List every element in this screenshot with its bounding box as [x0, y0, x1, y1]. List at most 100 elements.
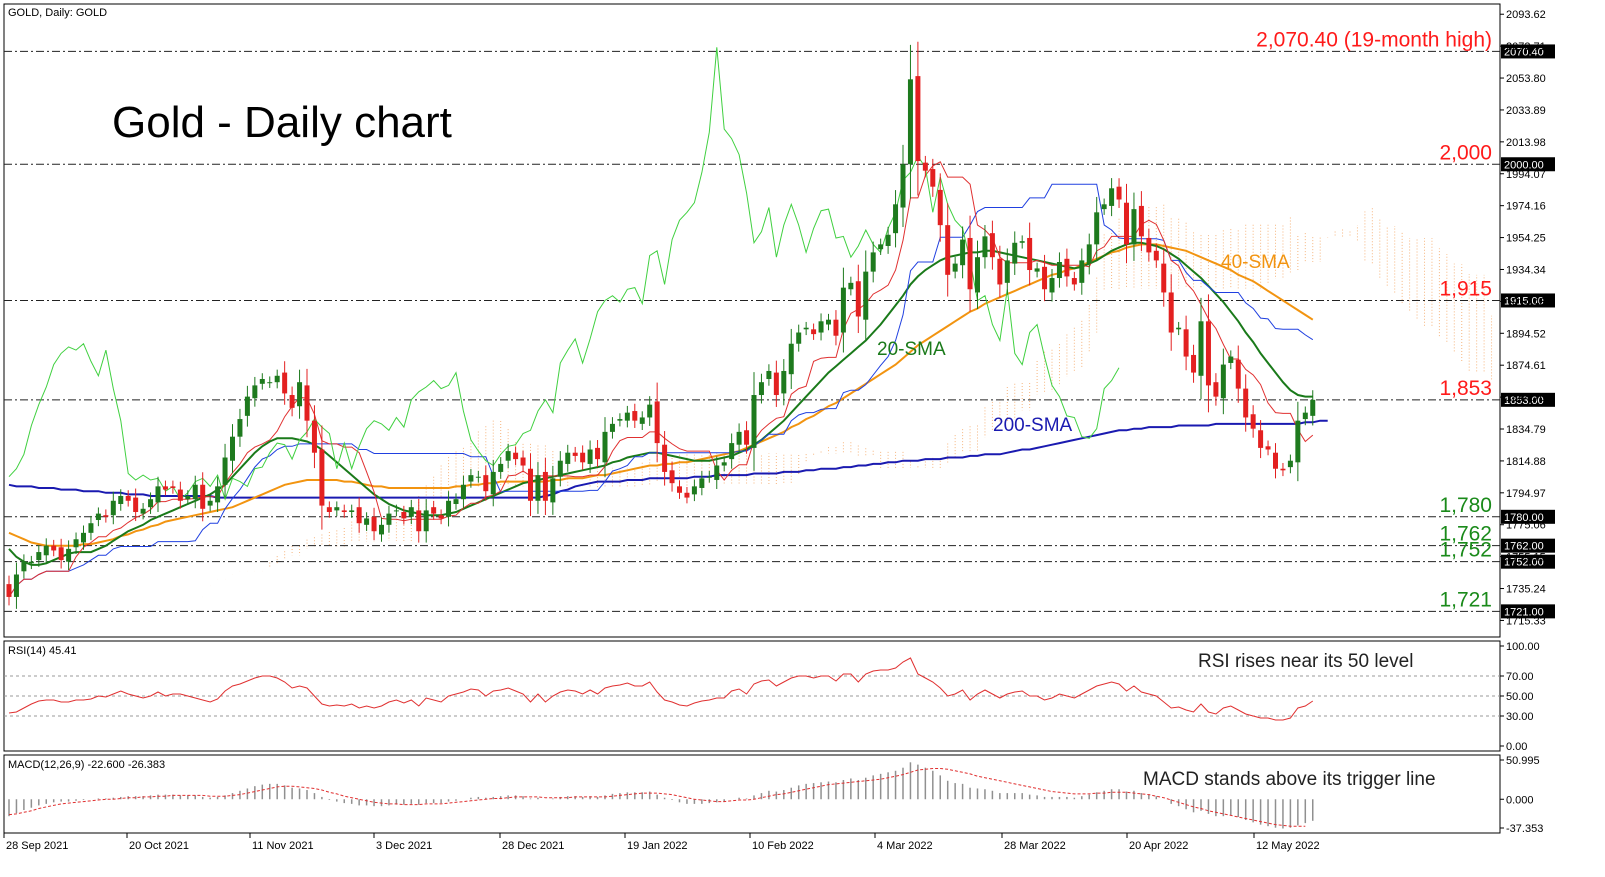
candle-body: [632, 411, 638, 421]
candle-body: [796, 332, 802, 344]
symbol-header: GOLD, Daily: GOLD: [8, 7, 107, 19]
candle-body: [36, 552, 42, 561]
candle-body: [1116, 186, 1122, 200]
candle-body: [617, 419, 623, 421]
candle-body: [274, 375, 280, 383]
candle-body: [498, 463, 504, 472]
candle-body: [349, 510, 355, 513]
candle-body: [1161, 263, 1167, 293]
level-price-tag: [1501, 44, 1555, 59]
level-price-tag-text: 2070.40: [1504, 46, 1544, 58]
candle-body: [624, 412, 630, 421]
candle-body: [51, 545, 57, 551]
candle-body: [483, 475, 489, 492]
candle-body: [751, 395, 757, 448]
candle-body: [1176, 327, 1182, 330]
candle-body: [468, 475, 474, 482]
chikou-line: [8, 47, 1120, 501]
macd-panel: 50.995 0.000 -37.353: [8, 755, 1543, 835]
candle-body: [528, 468, 533, 501]
candle-body: [833, 319, 839, 336]
candle-body: [103, 515, 109, 517]
candle-body: [118, 495, 124, 504]
candle-body: [170, 486, 176, 488]
candle-body: [304, 385, 310, 421]
candle-body: [133, 497, 139, 513]
candle-body: [1049, 278, 1055, 293]
macd-header: MACD(12,26,9) -22.600 -26.383: [8, 759, 165, 771]
level-price-tag-text: 1915.00: [1504, 295, 1544, 307]
level-price-tag-text: 1853.00: [1504, 395, 1544, 407]
candle-body: [311, 420, 317, 453]
sma40-label: 40-SMA: [1221, 252, 1290, 273]
candle-body: [364, 518, 370, 525]
candle-body: [662, 444, 668, 472]
candle-body: [855, 281, 861, 317]
candle-body: [907, 79, 913, 165]
candle-body: [88, 523, 94, 533]
candle-body: [1042, 266, 1048, 290]
candle-body: [565, 452, 571, 464]
candle-body: [1265, 446, 1271, 450]
date-tick-label: 28 Mar 2022: [1004, 840, 1066, 852]
candle-body: [1213, 382, 1219, 397]
candle-body: [706, 476, 712, 478]
candle-body: [520, 457, 526, 466]
price-tick-label: 2093.62: [1506, 9, 1546, 21]
candle-body: [609, 423, 615, 432]
date-axis: 28 Sep 2021 20 Oct 2021 11 Nov 2021 3 Dec 2…: [3, 833, 1320, 852]
price-tick-label: 1814.88: [1506, 456, 1546, 468]
level-price-tag: [1501, 538, 1555, 553]
date-tick-label: 28 Dec 2021: [502, 840, 564, 852]
macd-panel-frame: [3, 754, 1501, 834]
tenkan-line: [8, 161, 1314, 598]
candle-body: [408, 507, 414, 517]
level-label: 1,752: [1439, 539, 1492, 562]
candle-body: [267, 382, 273, 384]
candle-body: [259, 378, 265, 384]
candle-body: [1079, 260, 1085, 283]
candle-body: [982, 236, 988, 258]
candle-body: [289, 395, 295, 408]
candle-body: [297, 382, 303, 407]
price-tick-label: 1755.15: [1506, 552, 1546, 564]
candle-body: [192, 484, 198, 500]
rsi-header: RSI(14) 45.41: [8, 645, 76, 657]
candle-body: [587, 449, 593, 464]
level-price-tag: [1501, 157, 1555, 172]
level-price-tag: [1501, 554, 1555, 569]
candle-body: [1198, 321, 1204, 376]
candle-body: [572, 452, 578, 456]
candle-body: [453, 499, 459, 504]
candle-body: [319, 449, 325, 506]
date-tick-label: 12 May 2022: [1256, 840, 1320, 852]
candle-body: [162, 486, 168, 490]
support-resistance-levels: 2,070.40 (19-month high) 2070.40 2,000 2000…: [4, 28, 1555, 619]
price-tick-label: 2073.71: [1506, 41, 1546, 53]
candle-body: [148, 499, 154, 508]
level-price-tag-text: 1762.00: [1504, 541, 1544, 553]
candle-body: [386, 513, 392, 525]
candle-body: [848, 282, 854, 290]
candle-body: [1258, 430, 1264, 448]
candle-body: [773, 372, 779, 396]
candle-body: [885, 234, 891, 246]
price-candles: [6, 41, 1316, 609]
candle-body: [431, 507, 437, 514]
candle-body: [252, 385, 258, 399]
date-tick-label: 3 Dec 2021: [376, 840, 432, 852]
price-tick-label: 1775.06: [1506, 520, 1546, 532]
rsi-tick-label: 50.00: [1506, 691, 1534, 703]
candle-body: [818, 321, 824, 333]
candle-body: [1056, 262, 1062, 279]
candle-body: [893, 204, 899, 234]
candle-body: [1086, 244, 1092, 264]
candle-body: [744, 430, 750, 445]
price-tick-label: 1854.70: [1506, 392, 1546, 404]
date-tick-label: 28 Sep 2021: [6, 840, 68, 852]
date-tick-label: 10 Feb 2022: [752, 840, 814, 852]
level-price-tag: [1501, 392, 1555, 407]
candle-body: [758, 382, 764, 396]
sma20-label: 20-SMA: [877, 339, 946, 360]
